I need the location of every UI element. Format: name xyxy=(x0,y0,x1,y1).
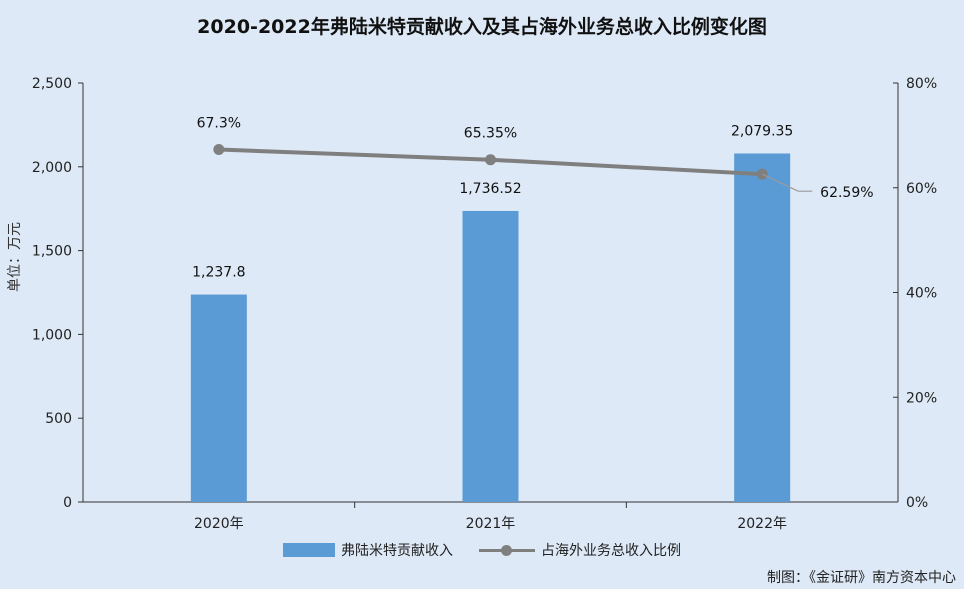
left-tick-label: 2,000 xyxy=(32,160,72,176)
left-tick-label: 0 xyxy=(63,495,72,511)
line-marker xyxy=(485,154,496,166)
legend-line-label: 占海外业务总收入比例 xyxy=(541,543,681,559)
bar-data-label: 1,237.8 xyxy=(192,265,245,281)
legend-item-line: 占海外业务总收入比例 xyxy=(479,540,681,560)
right-tick-label: 20% xyxy=(906,390,937,406)
right-tick-label: 80% xyxy=(906,76,937,92)
left-tick-label: 2,500 xyxy=(32,76,72,92)
line-marker xyxy=(213,144,225,156)
left-tick-label: 1,500 xyxy=(32,244,72,260)
chart-title: 2020-2022年弗陆米特贡献收入及其占海外业务总收入比例变化图 xyxy=(197,16,767,38)
x-tick-label: 2022年 xyxy=(737,516,787,532)
bar xyxy=(190,294,247,502)
left-tick-label: 500 xyxy=(45,411,72,427)
leader-line xyxy=(761,173,813,192)
x-tick-label: 2020年 xyxy=(194,516,244,532)
bar xyxy=(462,210,519,503)
right-tick-label: 0% xyxy=(906,495,928,511)
left-tick-label: 1,000 xyxy=(32,327,72,343)
source-credit: 制图：《金证研》南方资本中心 xyxy=(767,570,956,586)
legend-bar-label: 弗陆米特贡献收入 xyxy=(341,543,453,559)
line-data-label: 65.35% xyxy=(464,126,517,142)
y-axis-label: 单位：万元 xyxy=(7,222,23,292)
right-tick-label: 60% xyxy=(906,181,937,197)
bar-data-label: 2,079.35 xyxy=(731,124,793,140)
right-tick-label: 40% xyxy=(906,286,937,302)
x-tick-label: 2021年 xyxy=(466,516,516,532)
legend-item-bar: 弗陆米特贡献收入 xyxy=(283,540,453,560)
bar-swatch-icon xyxy=(283,543,335,557)
line-data-label: 62.59% xyxy=(820,185,873,201)
bar-data-label: 1,736.52 xyxy=(459,181,521,197)
line-data-label: 67.3% xyxy=(197,116,241,132)
line-marker-icon xyxy=(479,543,535,557)
legend: 弗陆米特贡献收入 占海外业务总收入比例 xyxy=(0,540,964,560)
bar xyxy=(734,153,791,502)
